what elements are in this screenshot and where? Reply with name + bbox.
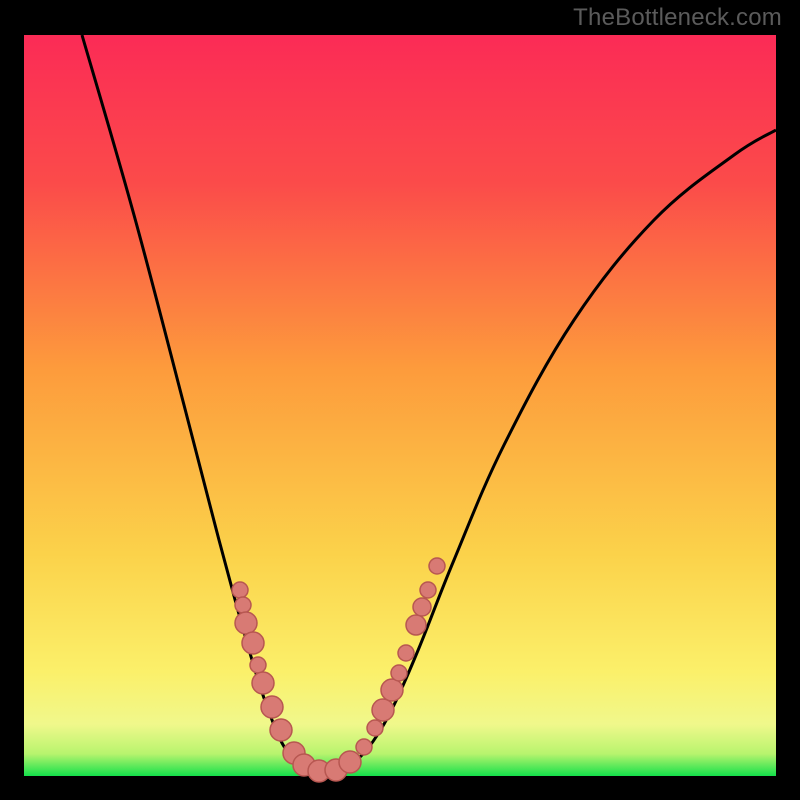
- data-marker: [406, 615, 426, 635]
- data-marker: [235, 597, 251, 613]
- chart-svg: [0, 0, 800, 800]
- data-marker: [429, 558, 445, 574]
- data-marker: [252, 672, 274, 694]
- v-curve: [82, 35, 776, 772]
- data-marker: [381, 679, 403, 701]
- data-marker: [372, 699, 394, 721]
- data-marker: [242, 632, 264, 654]
- data-marker: [339, 751, 361, 773]
- data-marker: [235, 612, 257, 634]
- data-marker: [413, 598, 431, 616]
- data-marker: [261, 696, 283, 718]
- data-marker: [232, 582, 248, 598]
- markers-group: [232, 558, 445, 782]
- data-marker: [270, 719, 292, 741]
- data-marker: [398, 645, 414, 661]
- data-marker: [367, 720, 383, 736]
- data-marker: [420, 582, 436, 598]
- data-marker: [250, 657, 266, 673]
- data-marker: [391, 665, 407, 681]
- data-marker: [356, 739, 372, 755]
